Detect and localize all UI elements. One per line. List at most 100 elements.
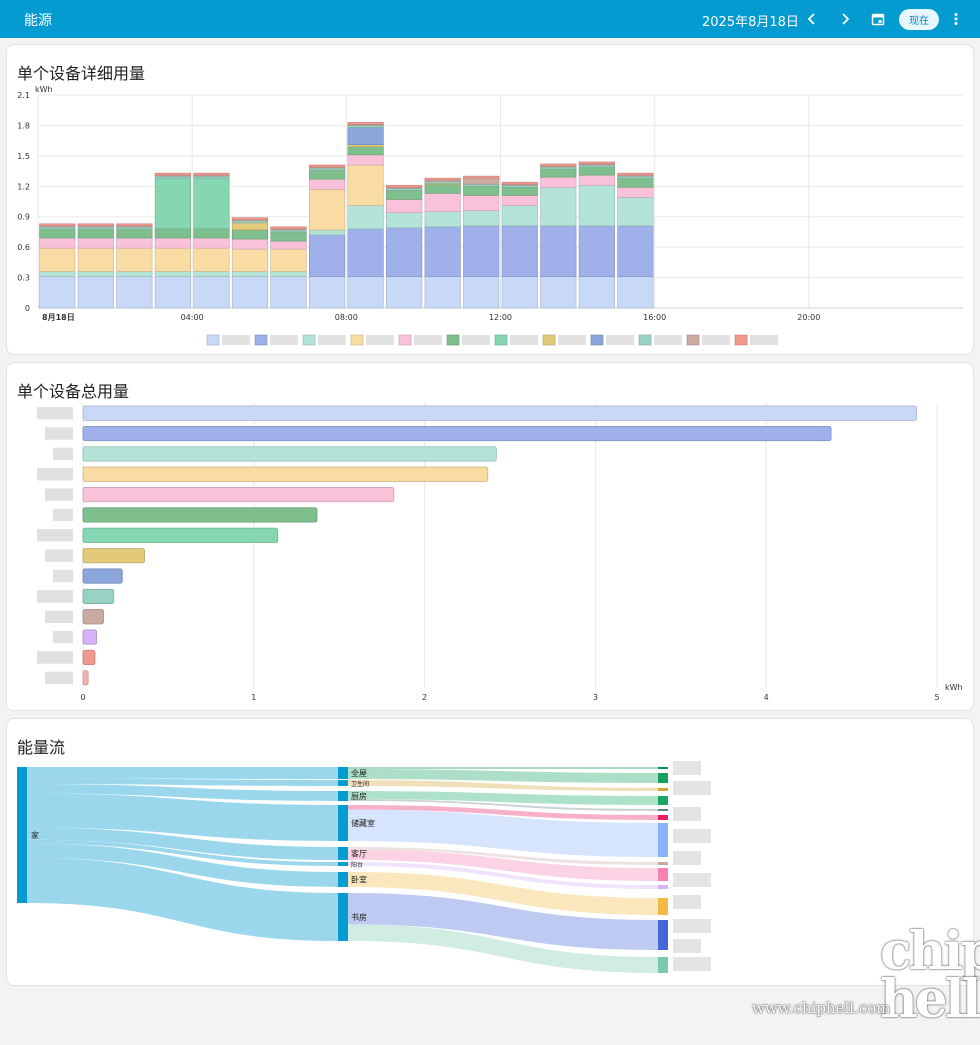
room-node <box>338 791 348 801</box>
bar-segment <box>540 187 577 227</box>
bar-segment <box>501 205 538 227</box>
bar-segment <box>617 187 654 198</box>
device-label-redacted <box>673 895 701 909</box>
now-button[interactable]: 现在 <box>899 9 939 30</box>
device-node <box>658 773 668 783</box>
bar-segment <box>463 177 500 185</box>
device-total-bar <box>82 527 279 543</box>
bar-segment <box>39 226 76 230</box>
bar-segment <box>424 193 461 212</box>
bar-segment <box>386 212 423 229</box>
room-node <box>338 893 348 941</box>
flow-link <box>348 805 658 820</box>
chevron-right-icon[interactable] <box>833 7 857 31</box>
device-label-redacted <box>53 508 73 522</box>
flow-link <box>27 857 338 941</box>
legend-swatch <box>398 334 412 346</box>
device-label-redacted <box>45 549 73 562</box>
bar-segment <box>463 183 500 187</box>
bar-segment <box>540 276 577 309</box>
bar-segment <box>308 234 346 277</box>
bar-segment <box>39 271 76 277</box>
bar-segment <box>501 276 538 309</box>
legend-label-redacted <box>222 335 250 345</box>
bar-segment <box>231 276 269 309</box>
bar-segment <box>154 271 191 277</box>
bar-segment <box>540 225 577 277</box>
device-label-redacted <box>673 807 701 821</box>
x-tick-label: 08:00 <box>335 313 358 322</box>
bar-segment <box>116 226 153 230</box>
legend-label-redacted <box>366 335 394 345</box>
y-tick-label: 1.5 <box>17 152 30 161</box>
device-total-bar <box>82 487 395 503</box>
bar-segment <box>308 189 346 231</box>
room-node-label: 客厅 <box>351 849 367 859</box>
calendar-icon[interactable] <box>866 7 890 31</box>
device-total-bar <box>82 548 145 564</box>
chevron-left-icon[interactable] <box>800 7 824 31</box>
bar-segment <box>540 176 577 188</box>
device-total-bar <box>82 405 917 421</box>
energy-flow-card: 能量流 家 全屋 卫生间 厨房 储藏室 客厅 阳台 卧室 书房 <box>6 718 974 986</box>
legend-swatch <box>206 334 220 346</box>
bar-segment <box>617 197 654 227</box>
y-tick-label: 0.6 <box>17 243 30 252</box>
bar-segment <box>540 166 577 170</box>
x-tick-label: 16:00 <box>643 313 666 322</box>
flow-link <box>348 872 658 915</box>
date-label[interactable]: 2025年8月18日 <box>702 15 799 30</box>
device-node <box>658 823 668 857</box>
flow-link <box>348 809 658 857</box>
y-tick-label: 0.3 <box>17 274 30 283</box>
room-node-label: 阳台 <box>351 861 363 869</box>
bar-segment <box>578 166 615 176</box>
x-tick-label: 4 <box>764 693 769 702</box>
flow-link <box>348 924 658 973</box>
flow-link <box>348 769 658 783</box>
device-label-redacted <box>53 447 73 461</box>
bar-segment <box>77 226 114 230</box>
legend-label-redacted <box>558 335 586 345</box>
room-node-label: 厨房 <box>351 791 367 801</box>
bar-segment <box>386 184 423 188</box>
device-label-redacted <box>673 851 701 865</box>
chiphell-logo: chip hell <box>880 921 980 1030</box>
bar-segment <box>231 220 269 224</box>
device-label-redacted <box>673 919 711 933</box>
bar-segment <box>386 199 423 213</box>
device-node <box>658 957 668 973</box>
bar-segment <box>154 175 191 179</box>
device-node <box>658 862 668 865</box>
device-label-redacted <box>37 407 73 420</box>
device-label-redacted <box>37 590 73 603</box>
bar-segment <box>578 184 615 227</box>
bar-segment <box>116 271 153 277</box>
room-node <box>338 805 348 841</box>
device-label-redacted <box>45 610 73 623</box>
bar-segment <box>270 240 307 250</box>
device-total-bar <box>82 568 123 584</box>
device-node <box>658 920 668 950</box>
bar-segment <box>308 229 346 236</box>
x-tick-label: 04:00 <box>181 313 204 322</box>
device-node <box>658 788 668 791</box>
x-tick-label: 5 <box>934 693 939 702</box>
total-usage-card: 单个设备总用量 0 1 2 3 4 5 kWh <box>6 362 974 711</box>
bar-segment <box>193 175 230 179</box>
legend-label-redacted <box>270 335 298 345</box>
flow-link <box>348 780 658 791</box>
room-node <box>338 872 348 887</box>
flow-link <box>348 767 658 769</box>
legend-swatch <box>302 334 316 346</box>
bar-segment <box>193 228 230 239</box>
device-label-redacted <box>673 781 711 795</box>
device-label-redacted <box>673 761 701 775</box>
bar-segment <box>77 271 114 277</box>
device-total-bar <box>82 446 497 462</box>
legend-swatch <box>638 334 652 346</box>
more-vertical-icon[interactable] <box>944 7 968 31</box>
bar-segment <box>231 238 269 250</box>
flow-link <box>348 849 658 881</box>
